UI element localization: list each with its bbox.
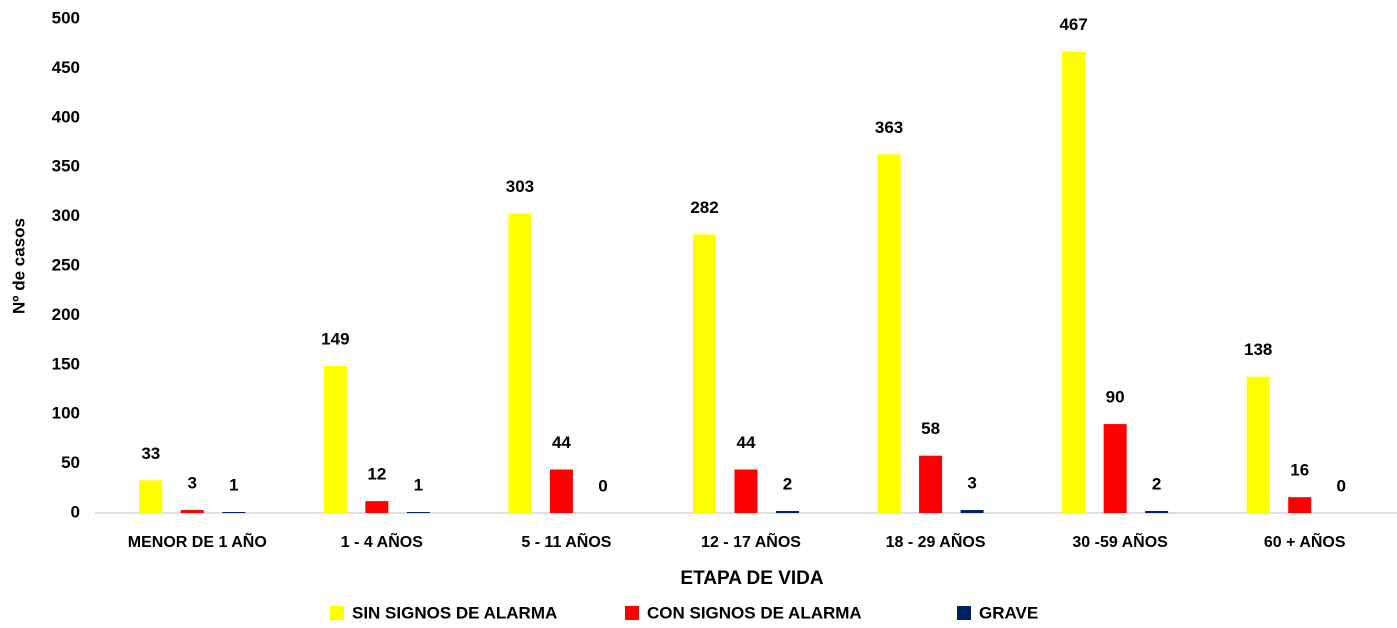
x-tick-label: 18 - 29 AÑOS (886, 531, 986, 551)
value-label: 16 (1290, 461, 1309, 480)
y-tick-label: 250 (52, 255, 80, 274)
y-tick-label: 350 (52, 157, 80, 176)
value-label: 138 (1244, 340, 1272, 359)
value-label: 58 (921, 419, 940, 438)
y-tick-label: 50 (61, 453, 80, 472)
bar (734, 469, 758, 513)
value-label: 2 (783, 475, 792, 494)
value-label: 12 (367, 465, 386, 484)
y-tick-label: 100 (52, 404, 80, 423)
value-label: 44 (737, 433, 756, 452)
y-tick-label: 500 (52, 8, 80, 27)
bar (919, 455, 943, 513)
bar (406, 512, 430, 513)
y-tick-label: 300 (52, 206, 80, 225)
value-label: 467 (1059, 15, 1087, 34)
bar (365, 501, 389, 513)
value-label: 1 (414, 475, 423, 494)
y-axis-title: Nº de casos (9, 218, 28, 314)
y-tick-label: 450 (52, 58, 80, 77)
value-label: 44 (552, 433, 571, 452)
bar (139, 480, 163, 513)
x-tick-label: 12 - 17 AÑOS (701, 531, 801, 551)
value-label: 3 (188, 474, 197, 493)
bar (508, 213, 532, 514)
y-tick-label: 400 (52, 107, 80, 126)
x-tick-label: 5 - 11 AÑOS (521, 531, 611, 551)
bar (1062, 51, 1086, 513)
value-label: 0 (598, 476, 607, 495)
y-tick-label: 150 (52, 354, 80, 373)
bar (693, 234, 716, 513)
y-tick-label: 200 (52, 305, 80, 324)
x-axis-title: ETAPA DE VIDA (680, 568, 823, 589)
value-label: 2 (1152, 475, 1161, 494)
value-label: 3 (967, 474, 976, 493)
x-tick-label: 60 + AÑOS (1264, 531, 1346, 551)
x-tick-label: MENOR DE 1 AÑO (128, 531, 267, 551)
y-tick-label: 0 (71, 502, 80, 521)
value-label: 303 (506, 177, 534, 196)
x-tick-label: 30 -59 AÑOS (1072, 531, 1168, 551)
legend-swatch (330, 606, 344, 620)
legend-swatch (625, 606, 639, 620)
bar (180, 510, 204, 513)
value-label: 0 (1336, 476, 1345, 495)
bar (549, 469, 573, 513)
bar (960, 510, 984, 513)
bar (877, 154, 901, 513)
x-tick-label: 1 - 4 AÑOS (341, 531, 423, 551)
bar (1288, 497, 1312, 513)
value-label: 90 (1106, 388, 1125, 407)
legend-label: GRAVE (979, 603, 1038, 622)
bar (776, 511, 799, 513)
value-label: 1 (229, 475, 238, 494)
value-label: 33 (141, 444, 160, 463)
bar (222, 512, 246, 513)
legend-label: SIN SIGNOS DE ALARMA (352, 603, 557, 622)
value-label: 282 (690, 198, 718, 217)
legend-label: CON SIGNOS DE ALARMA (647, 603, 862, 622)
bar (1145, 511, 1169, 513)
bar (1246, 376, 1270, 513)
value-label: 363 (875, 118, 903, 137)
bar (323, 365, 347, 513)
value-label: 149 (321, 329, 349, 348)
legend-swatch (957, 606, 971, 620)
bar (1103, 424, 1127, 513)
